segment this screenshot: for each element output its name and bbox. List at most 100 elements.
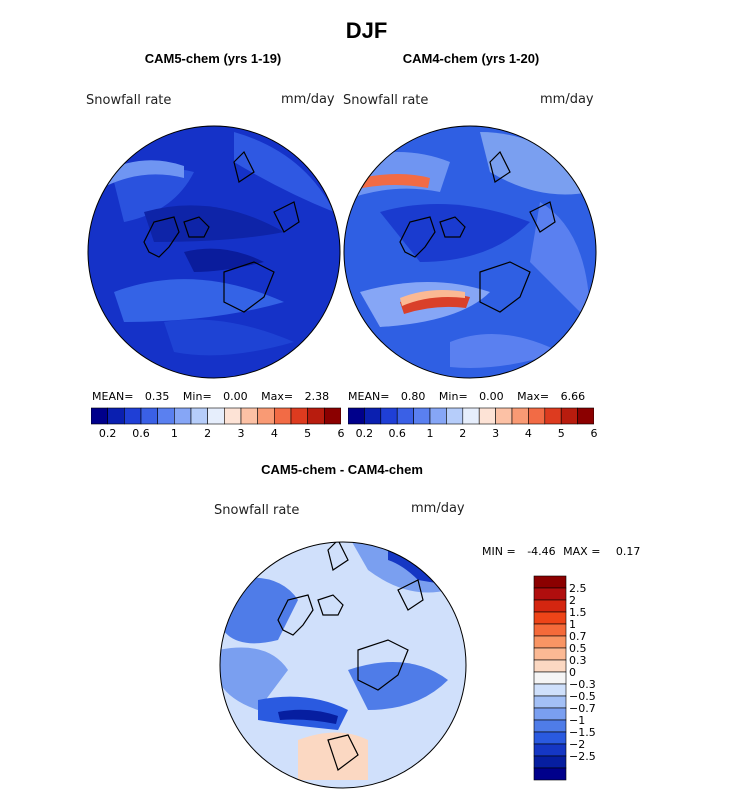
panel2-max-value: 6.66	[560, 390, 586, 403]
colorbar-swatch	[533, 695, 567, 709]
diff-max-value: 0.17	[615, 545, 641, 558]
panel1-colorbar-ticks: 0.2 0.6 1 2 3 4 5 6	[91, 427, 345, 441]
colorbar-swatch	[257, 407, 275, 425]
panel2-stats: MEAN= 0.80 Min= 0.00 Max= 6.66	[348, 390, 598, 403]
panel1-polar-map	[87, 125, 341, 379]
diff-subtitle: CAM5-chem - CAM4-chem	[261, 462, 423, 477]
colorbar-swatch	[533, 731, 567, 745]
colorbar-tick-label: 3	[492, 427, 500, 440]
colorbar-swatch	[533, 575, 567, 589]
colorbar-swatch	[174, 407, 192, 425]
colorbar-tick-label: −2	[569, 738, 585, 751]
panel1-max-value: 2.38	[304, 390, 330, 403]
colorbar-swatch	[324, 407, 341, 425]
colorbar-swatch	[533, 647, 567, 661]
panel2-mean-value: 0.80	[400, 390, 426, 403]
panel2-units-label: mm/day	[540, 92, 594, 107]
colorbar-swatch	[380, 407, 398, 425]
colorbar-swatch	[290, 407, 308, 425]
colorbar-swatch	[364, 407, 382, 425]
colorbar-swatch	[533, 599, 567, 613]
colorbar-tick-label: 0.2	[355, 427, 374, 440]
colorbar-swatch	[533, 683, 567, 697]
colorbar-tick-label: −1	[569, 714, 585, 727]
colorbar-tick-label: 2	[204, 427, 212, 440]
colorbar-swatch	[124, 407, 142, 425]
colorbar-swatch	[533, 719, 567, 733]
panel2-colorbar-ticks: 0.2 0.6 1 2 3 4 5 6	[348, 427, 598, 441]
colorbar-swatch	[533, 755, 567, 769]
colorbar-tick-label: 5	[304, 427, 312, 440]
colorbar-tick-label: 6	[590, 427, 598, 440]
colorbar-tick-label: 2	[569, 594, 576, 607]
colorbar-swatch	[396, 407, 414, 425]
colorbar-tick-label: 5	[557, 427, 565, 440]
panel1-variable-label: Snowfall rate	[86, 93, 172, 108]
colorbar-tick-label: 1.5	[569, 606, 587, 619]
colorbar-swatch	[240, 407, 258, 425]
colorbar-swatch	[495, 407, 513, 425]
colorbar-tick-label: 0.5	[569, 642, 587, 655]
panel2-polar-map	[343, 125, 597, 379]
colorbar-swatch	[533, 623, 567, 637]
figure-title: DJF	[345, 18, 388, 43]
colorbar-tick-label: 0	[569, 666, 576, 679]
panel2-colorbar	[348, 407, 594, 425]
diff-max-label: MAX =	[563, 545, 601, 558]
panel1-colorbar	[91, 407, 341, 425]
colorbar-swatch	[107, 407, 125, 425]
panel2-min-value: 0.00	[479, 390, 504, 403]
colorbar-swatch	[224, 407, 242, 425]
colorbar-swatch	[533, 587, 567, 601]
colorbar-swatch	[429, 407, 447, 425]
panel2-variable-label: Snowfall rate	[343, 93, 429, 108]
diff-colorbar: 2.521.510.70.50.30−0.3−0.5−0.7−1−1.5−2−2…	[533, 575, 596, 781]
panel1-mean-label: MEAN=	[92, 390, 134, 403]
colorbar-tick-label: 0.7	[569, 630, 587, 643]
panel1-mean-value: 0.35	[144, 390, 170, 403]
colorbar-swatch	[207, 407, 225, 425]
colorbar-swatch	[274, 407, 292, 425]
colorbar-swatch	[577, 407, 594, 425]
colorbar-tick-label: 2.5	[569, 582, 587, 595]
panel2-max-label: Max=	[517, 390, 550, 403]
colorbar-swatch	[140, 407, 158, 425]
colorbar-tick-label: 0.3	[569, 654, 587, 667]
colorbar-tick-label: 0.2	[98, 427, 117, 440]
panel2-min-label: Min=	[438, 390, 468, 403]
colorbar-tick-label: 1	[426, 427, 434, 440]
panel1-min-label: Min=	[182, 390, 212, 403]
panel1-max-label: Max=	[261, 390, 294, 403]
colorbar-tick-label: 1	[569, 618, 576, 631]
colorbar-swatch	[533, 659, 567, 673]
colorbar-swatch	[511, 407, 529, 425]
colorbar-tick-label: 0.6	[388, 427, 406, 440]
colorbar-swatch	[348, 407, 365, 425]
panel1-stats: MEAN= 0.35 Min= 0.00 Max= 2.38	[92, 390, 342, 403]
colorbar-swatch	[478, 407, 496, 425]
colorbar-swatch	[560, 407, 578, 425]
diff-stats: MIN = -4.46 MAX = 0.17	[482, 545, 640, 558]
colorbar-tick-label: −1.5	[569, 726, 596, 739]
colorbar-tick-label: 1	[170, 427, 178, 440]
colorbar-swatch	[533, 611, 567, 625]
colorbar-swatch	[533, 767, 567, 781]
colorbar-tick-label: −0.5	[569, 690, 596, 703]
colorbar-swatch	[528, 407, 546, 425]
diff-units-label: mm/day	[411, 501, 465, 516]
colorbar-swatch	[91, 407, 108, 425]
colorbar-tick-label: 4	[524, 427, 532, 440]
colorbar-swatch	[157, 407, 175, 425]
diff-min-value: -4.46	[527, 545, 556, 558]
panel1-min-value: 0.00	[223, 390, 248, 403]
colorbar-tick-label: 2	[459, 427, 467, 440]
colorbar-swatch	[533, 707, 567, 721]
colorbar-tick-label: 3	[237, 427, 245, 440]
colorbar-swatch	[446, 407, 464, 425]
colorbar-swatch	[544, 407, 562, 425]
colorbar-swatch	[533, 671, 567, 685]
colorbar-tick-label: 6	[337, 427, 345, 440]
colorbar-swatch	[413, 407, 431, 425]
colorbar-tick-label: −2.5	[569, 750, 596, 763]
panel2-subtitle: CAM4-chem (yrs 1-20)	[402, 51, 540, 66]
